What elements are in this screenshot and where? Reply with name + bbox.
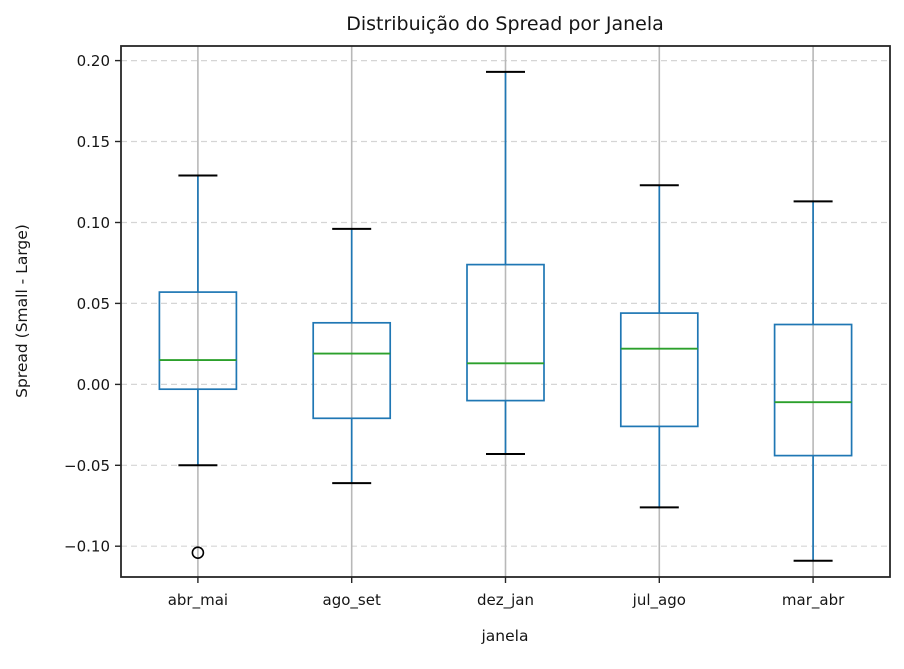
box-glyph-abr_mai [158,174,238,560]
y-tick-label: 0.20 [77,52,110,70]
x-tick-label: mar_abr [782,591,845,610]
box-glyph-jul_ago [619,184,699,509]
x-tick-label: ago_set [323,591,381,610]
y-axis-label: Spread (Small - Large) [13,224,31,398]
box-glyph-ago_set [312,227,392,485]
iqr-box [773,323,853,457]
x-tick-label: dez_jan [477,591,534,610]
y-tick-label: −0.05 [64,457,110,475]
box-glyph-mar_abr [773,200,853,562]
y-tick-label: 0.05 [77,295,110,313]
x-tick-label: jul_ago [632,591,686,610]
y-tick-label: 0.10 [77,214,110,232]
iqr-box [312,321,392,420]
tick-labels-layer: 0.20 0.15 0.10 0.05 0.00 −0.05 −0.10 abr_mai ago… [64,52,845,610]
x-axis-label: janela [481,627,529,645]
box-glyph-dez_jan [466,70,545,455]
outlier-marker [191,546,205,560]
chart-title: Distribuição do Spread por Janela [346,13,664,35]
y-tick-label: −0.10 [64,538,110,556]
boxes-layer [158,70,853,562]
iqr-box [158,291,238,391]
iqr-box [619,312,699,428]
tick-marks-layer [115,59,814,583]
x-tick-label: abr_mai [168,591,228,610]
iqr-box [466,263,545,402]
y-tick-label: 0.15 [77,133,110,151]
y-tick-label: 0.00 [77,376,110,394]
